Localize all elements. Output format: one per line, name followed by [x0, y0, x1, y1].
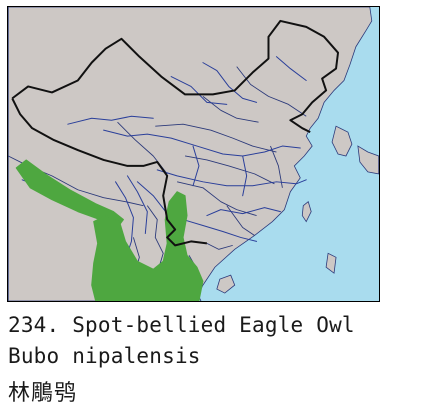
species-scientific-name: Bubo nipalensis [8, 344, 201, 368]
philippines-land [325, 252, 337, 274]
range-map [7, 6, 380, 302]
hainan-land [216, 274, 236, 294]
species-number-and-common-name: 234. Spot-bellied Eagle Owl [8, 313, 355, 337]
range-map-svg [8, 7, 379, 301]
korea-land [331, 125, 353, 157]
himalaya-range-band [15, 159, 124, 228]
indochina-range [91, 191, 204, 301]
species-chinese-name: 林鵰鸮 [8, 381, 78, 406]
taiwan-land [301, 200, 312, 223]
japan-land [357, 145, 379, 175]
species-range [15, 159, 204, 301]
national-border [11, 19, 340, 247]
